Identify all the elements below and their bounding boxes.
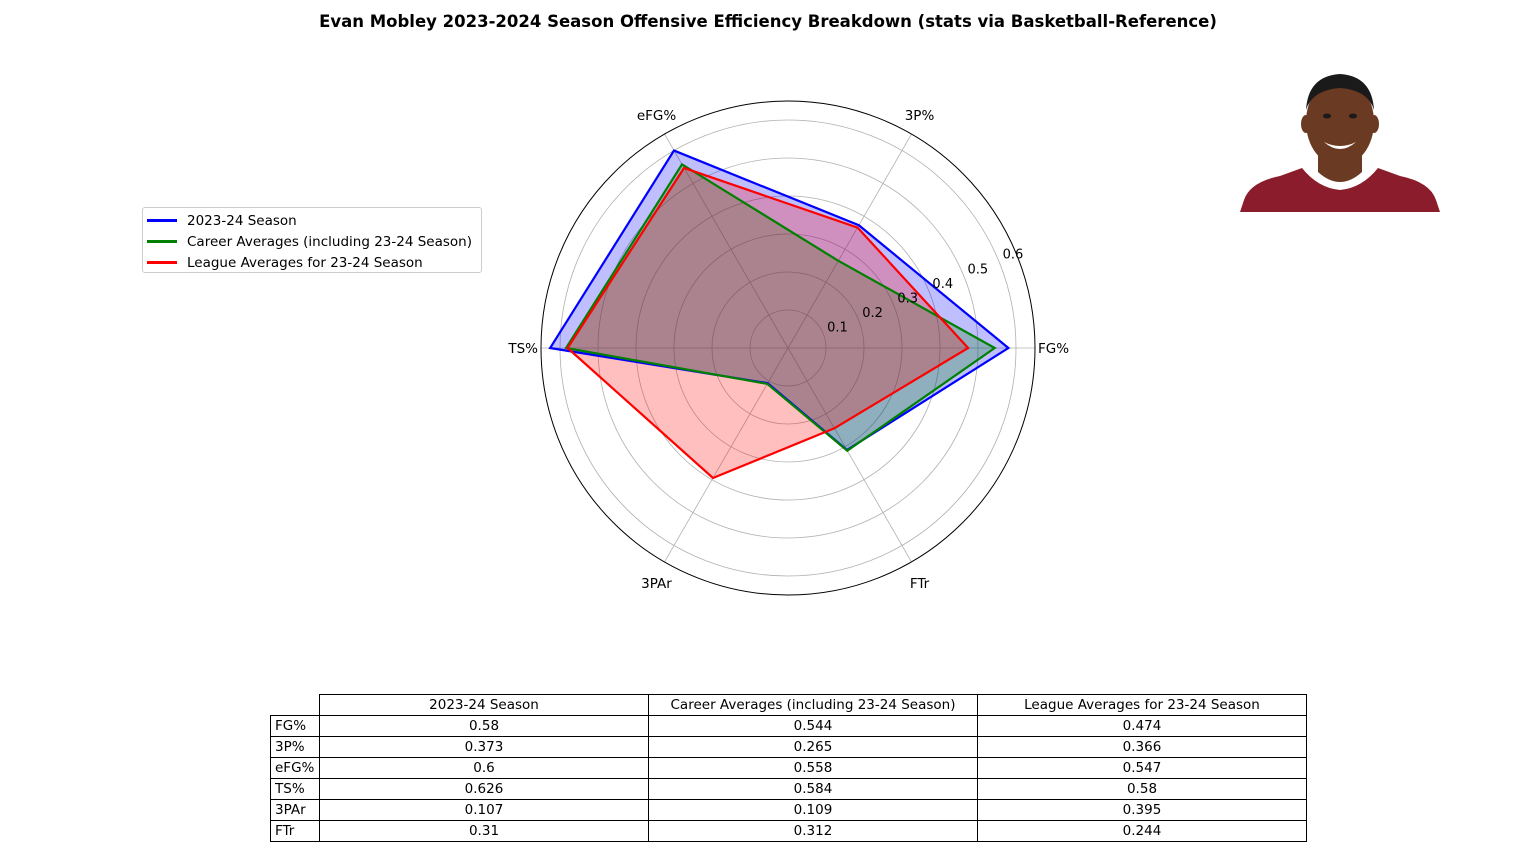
table-cell: 0.474: [977, 715, 1307, 737]
table-cell: 0.558: [648, 757, 978, 779]
legend-line-2: [147, 261, 177, 264]
table-cell: 0.312: [648, 820, 978, 842]
table-cell: 0.265: [648, 736, 978, 758]
legend-label: 2023-24 Season: [187, 212, 297, 229]
table-cell: 0.373: [319, 736, 649, 758]
polar-frame: [540, 100, 1036, 596]
legend-line-0: [147, 219, 177, 222]
table-cell: 0.626: [319, 778, 649, 800]
axis-label: 3PAr: [641, 576, 672, 592]
table-column-header: Career Averages (including 23-24 Season): [648, 694, 978, 716]
table-cell: 0.58: [319, 715, 649, 737]
axis-label: TS%: [507, 341, 538, 357]
series-fill: [550, 150, 1009, 451]
legend-label: League Averages for 23-24 Season: [187, 254, 423, 271]
table-corner: [270, 694, 320, 716]
legend-label: Career Averages (including 23-24 Season): [187, 233, 472, 250]
table-row-label: 3PAr: [270, 799, 320, 821]
table-cell: 0.547: [977, 757, 1307, 779]
table-row: 3P% 0.373 0.265 0.366: [270, 736, 1307, 758]
radial-tick-label: 0.3: [897, 291, 918, 306]
stats-table: 2023-24 Season Career Averages (includin…: [270, 694, 1307, 842]
legend-line-1: [147, 240, 177, 243]
axis-label: eFG%: [637, 108, 677, 124]
radial-tick-label: 0.1: [827, 320, 848, 335]
table-cell: 0.31: [319, 820, 649, 842]
series-line: [566, 166, 970, 480]
table-cell: 0.107: [319, 799, 649, 821]
radial-tick-label: 0.5: [968, 262, 989, 277]
player-headshot-icon: [1240, 74, 1440, 212]
table-column-header: League Averages for 23-24 Season: [977, 694, 1307, 716]
legend-item: League Averages for 23-24 Season: [143, 252, 481, 273]
table-column-header: 2023-24 Season: [319, 694, 649, 716]
series-fill: [566, 164, 995, 451]
table-row: TS% 0.626 0.584 0.58: [270, 778, 1307, 800]
legend-item: 2023-24 Season: [143, 210, 481, 231]
table-row: FG% 0.58 0.544 0.474: [270, 715, 1307, 737]
legend: 2023-24 Season Career Averages (includin…: [142, 207, 482, 273]
table-cell: 0.544: [648, 715, 978, 737]
radial-tick-label: 0.6: [1003, 248, 1024, 263]
series-line: [564, 162, 997, 453]
table-cell: 0.395: [977, 799, 1307, 821]
legend-item: Career Averages (including 23-24 Season): [143, 231, 481, 252]
table-row: FTr 0.31 0.312 0.244: [270, 820, 1307, 842]
table-row-label: FTr: [270, 820, 320, 842]
table-cell: 0.6: [319, 757, 649, 779]
table-cell: 0.366: [977, 736, 1307, 758]
table-row-label: FG%: [270, 715, 320, 737]
table-row-label: 3P%: [270, 736, 320, 758]
axis-label: FTr: [910, 576, 930, 592]
table-cell: 0.58: [977, 778, 1307, 800]
chart-title: Evan Mobley 2023-2024 Season Offensive E…: [319, 12, 1217, 31]
table-cell: 0.109: [648, 799, 978, 821]
axis-label: FG%: [1038, 341, 1069, 357]
table-row-label: eFG%: [270, 757, 320, 779]
table-row-label: TS%: [270, 778, 320, 800]
axis-label: 3P%: [905, 108, 935, 124]
table-cell: 0.584: [648, 778, 978, 800]
table-header-row: 2023-24 Season Career Averages (includin…: [270, 694, 1307, 716]
table-row: 3PAr 0.107 0.109 0.395: [270, 799, 1307, 821]
series-fill: [567, 167, 969, 478]
radial-tick-label: 0.2: [862, 306, 883, 321]
table-cell: 0.244: [977, 820, 1307, 842]
axis-spoke: [787, 347, 912, 563]
table-row: eFG% 0.6 0.558 0.547: [270, 757, 1307, 779]
radial-tick-label: 0.4: [932, 277, 953, 292]
axis-spoke: [664, 133, 789, 349]
axis-spoke: [787, 133, 912, 349]
